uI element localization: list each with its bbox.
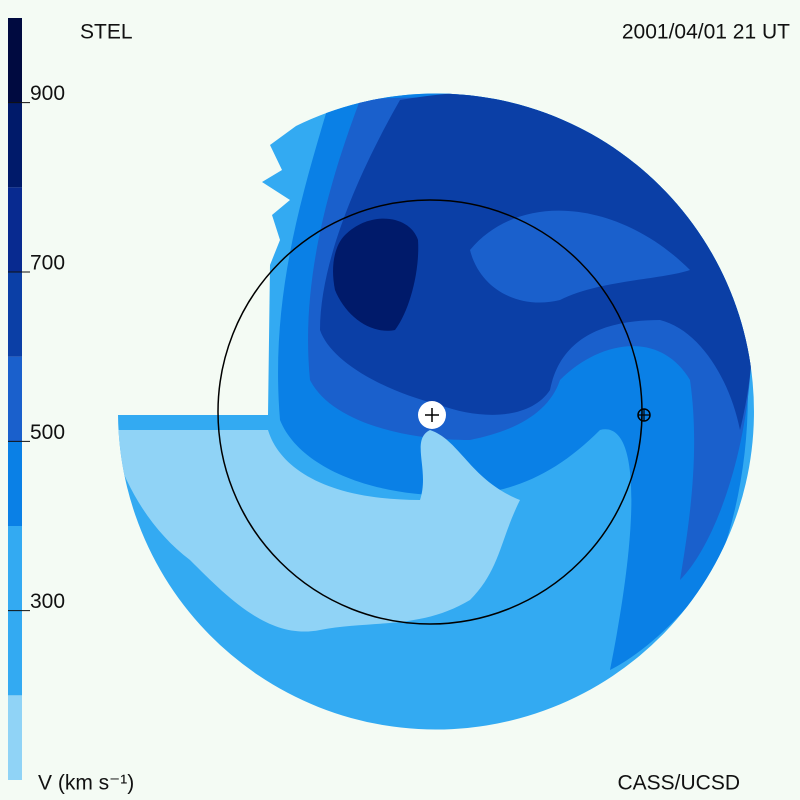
colorbar-band <box>8 695 22 780</box>
colorbar-label: V (km s⁻¹) <box>38 772 134 795</box>
colorbar-band <box>8 356 22 442</box>
velocity-region <box>333 218 419 331</box>
velocity-region <box>118 430 520 632</box>
earth-marker <box>638 409 650 421</box>
tick-label: 700 <box>30 252 65 275</box>
sun-marker <box>425 408 439 422</box>
colorbar-band <box>8 441 22 526</box>
velocity-region <box>470 210 690 303</box>
colorbar: 300 500 700 900 <box>8 18 65 780</box>
colorbar-band <box>8 18 22 103</box>
tick-label: 900 <box>30 82 65 105</box>
credit: CASS/UCSD <box>617 772 740 795</box>
earth-orbit <box>217 199 643 625</box>
tick-label: 500 <box>30 421 65 444</box>
colorbar-band <box>8 272 22 357</box>
chart-subtitle: 2001/04/01 21 UT <box>622 21 790 44</box>
tick-label: 300 <box>30 590 65 613</box>
chart-title: STEL <box>80 21 133 44</box>
colorbar-band <box>8 102 22 188</box>
colorbar-band <box>8 187 22 272</box>
